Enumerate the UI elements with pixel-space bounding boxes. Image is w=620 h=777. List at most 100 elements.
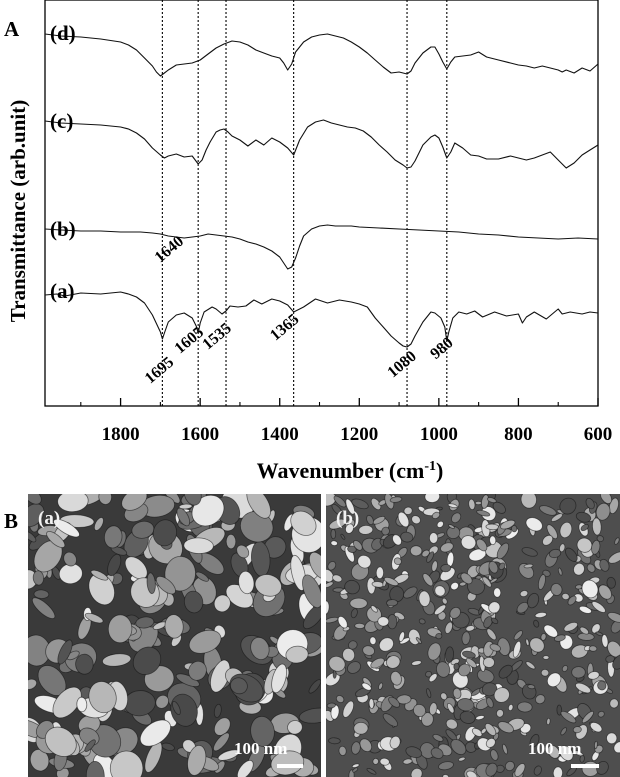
tick-label-1200: 1200 xyxy=(340,424,378,445)
sem-particle xyxy=(103,525,123,549)
sem-particle xyxy=(459,710,476,724)
sem-particle xyxy=(28,503,45,528)
sem-particle xyxy=(135,616,155,629)
sem-particle xyxy=(436,520,444,528)
x-axis-label: Wavenumber (cm-1) xyxy=(257,458,444,483)
sem-particle xyxy=(298,707,321,724)
sem-particle xyxy=(482,656,495,668)
sem-particle xyxy=(345,523,354,534)
sem-particle xyxy=(428,532,439,544)
sem-particle xyxy=(426,551,435,563)
sem-particle xyxy=(369,636,377,645)
sem-particle xyxy=(493,587,502,598)
sem-particle xyxy=(465,625,475,632)
sem-particle xyxy=(579,754,585,763)
sem-particle xyxy=(534,611,547,619)
sem-particle xyxy=(327,561,337,571)
sem-particle xyxy=(421,712,434,727)
sem-particle xyxy=(388,696,401,708)
sem-particle xyxy=(57,639,73,665)
sem-particle xyxy=(557,567,563,576)
sem-particle xyxy=(542,655,550,660)
series-label-b: (b) xyxy=(50,217,76,241)
sem-particle xyxy=(270,750,305,776)
sem-particle xyxy=(605,655,615,663)
sem-particle xyxy=(457,698,475,712)
sem-particle xyxy=(452,687,462,699)
sem-particle xyxy=(550,583,563,596)
sem-particle xyxy=(488,601,501,614)
sem-particle xyxy=(236,760,254,777)
sem-particle xyxy=(567,595,577,606)
sem-particle xyxy=(560,710,577,724)
sem-particle xyxy=(372,758,379,765)
sem-particle xyxy=(484,723,497,736)
sem-particle xyxy=(440,542,454,553)
sem-particle xyxy=(595,631,604,637)
sem-particle xyxy=(53,518,80,538)
sem-particle xyxy=(328,655,346,672)
sem-particle xyxy=(383,576,399,587)
sem-particle xyxy=(213,717,231,736)
sem-particle xyxy=(575,511,592,523)
sem-particle xyxy=(409,545,423,557)
sem-particle xyxy=(490,617,499,625)
sem-particle xyxy=(213,703,222,718)
sem-particle xyxy=(164,556,196,592)
sem-particle xyxy=(308,679,321,694)
sem-particle xyxy=(431,560,438,572)
sem-particle xyxy=(357,554,372,569)
series-line-a xyxy=(44,291,599,348)
sem-particle xyxy=(542,534,554,546)
sem-particle xyxy=(591,517,602,536)
sem-particle xyxy=(474,500,482,506)
sem-particle xyxy=(131,520,155,539)
sem-particle xyxy=(449,606,461,619)
sem-particle xyxy=(606,732,618,745)
sem-particle xyxy=(450,581,459,591)
sem-particle xyxy=(539,505,557,516)
sem-particle xyxy=(529,733,540,748)
sem-particle xyxy=(466,770,478,777)
sem-particle xyxy=(328,737,341,745)
sem-particle xyxy=(564,547,578,562)
sem-particle xyxy=(436,661,451,678)
sem-particle xyxy=(486,497,497,504)
sem-particle xyxy=(483,616,493,629)
sem-particle xyxy=(561,592,570,601)
sem-particle xyxy=(411,660,422,666)
sem-particle xyxy=(377,616,390,627)
sem-particle xyxy=(533,619,540,628)
sem-particle xyxy=(366,767,377,775)
sem-particle xyxy=(415,636,422,644)
sem-particle xyxy=(525,661,536,670)
sem-particle xyxy=(554,634,566,642)
sem-particle xyxy=(563,621,578,632)
sem-particle xyxy=(398,631,405,643)
sem-particle xyxy=(441,597,448,605)
scale-bar-a xyxy=(277,764,303,768)
sem-particle xyxy=(351,741,361,755)
sem-particle xyxy=(595,502,611,521)
sem-particle xyxy=(411,515,421,525)
sem-particle xyxy=(344,579,360,595)
sem-particle xyxy=(418,618,426,625)
sem-particle xyxy=(540,633,547,641)
sem-particle xyxy=(33,589,50,599)
sem-particle xyxy=(348,640,358,650)
sem-particle xyxy=(450,739,467,755)
sem-particle xyxy=(428,673,438,683)
sem-particle xyxy=(352,767,359,773)
sem-particle xyxy=(547,744,560,759)
sem-particle xyxy=(498,562,506,571)
sem-particle xyxy=(102,653,132,667)
sem-particle xyxy=(438,761,454,771)
sem-particle xyxy=(164,614,184,639)
sem-particle xyxy=(358,524,374,535)
sem-particle xyxy=(422,573,434,587)
sem-particle xyxy=(556,704,563,716)
sem-particle xyxy=(453,662,460,671)
sem-particle xyxy=(271,663,287,694)
sem-particle xyxy=(434,604,447,616)
series-label-a: (a) xyxy=(50,279,75,303)
